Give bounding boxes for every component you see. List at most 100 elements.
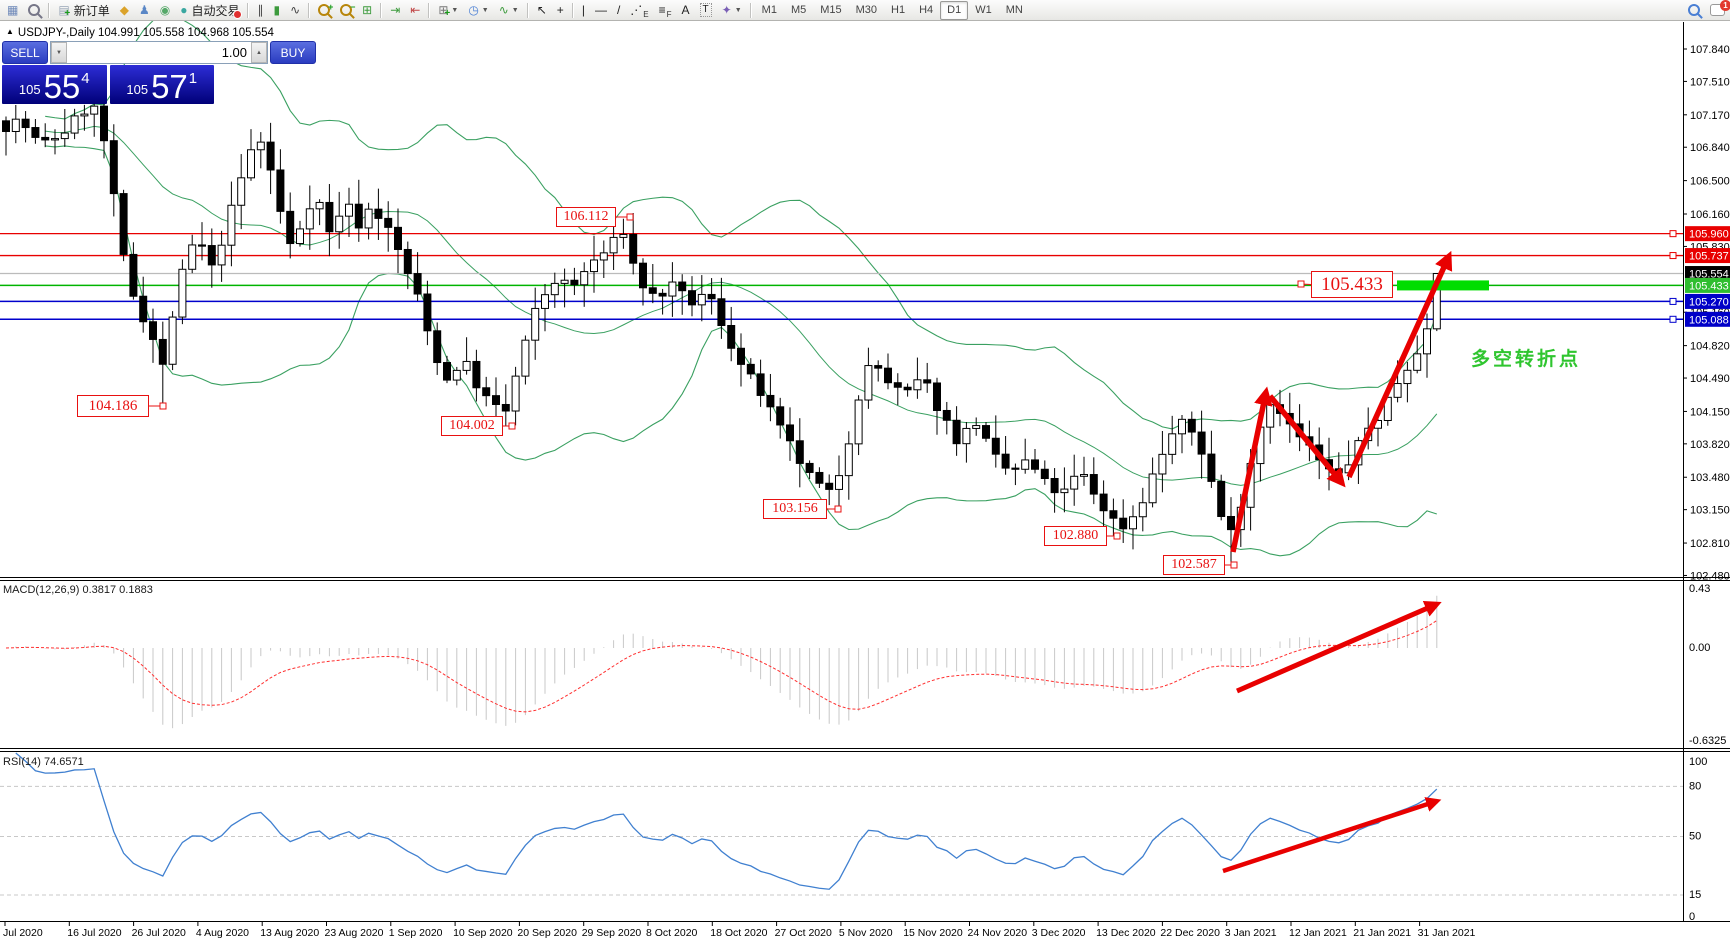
volume-control: ▼ ▲ — [50, 41, 268, 64]
price-axis[interactable]: 107.840 107.510 107.170 106.840 106.500 106.1… — [1683, 44, 1730, 923]
date-axis[interactable]: Jul 2020 16 Jul 2020 26 Jul 2020 4 Aug 2020… — [3, 922, 1476, 939]
bullish-candle — [70, 115, 79, 134]
bullish-candle — [531, 307, 540, 341]
equidistant-channel-icon[interactable]: ⋰ E — [630, 2, 649, 19]
bullish-candle — [972, 425, 981, 429]
navigator-icon[interactable]: ♟ — [138, 2, 150, 17]
chart-shift-icon[interactable]: ⇥ — [390, 2, 401, 17]
timeframe-button-h1[interactable]: H1 — [891, 3, 906, 16]
volume-decrease-button[interactable]: ▼ — [51, 42, 67, 63]
volume-increase-button[interactable]: ▲ — [251, 42, 267, 63]
sell-price-display[interactable]: 105 55 4 — [2, 65, 107, 104]
date-label: 4 Aug 2020 — [196, 927, 249, 939]
zoom-in-icon[interactable]: + — [313, 0, 335, 21]
candlestick-chart-icon[interactable]: ▮ — [273, 2, 281, 17]
bullish-candle — [217, 244, 226, 266]
bollinger-middle-band — [45, 125, 1438, 486]
text-icon[interactable]: A — [681, 2, 690, 17]
price-annotation-102.587[interactable]: 102.587 — [1163, 555, 1225, 575]
line-chart-icon[interactable]: ∿ — [290, 2, 301, 17]
timeframe-button-m15[interactable]: M15 — [820, 3, 842, 16]
trendline-icon[interactable]: / — [616, 2, 621, 17]
green-level-marker[interactable] — [1397, 280, 1489, 291]
turning-point-annotation[interactable]: 多空转折点 — [1471, 349, 1582, 370]
bullish-candle — [1266, 404, 1275, 428]
bearish-candle — [1040, 468, 1049, 480]
bullish-candle — [854, 399, 863, 445]
price-annotation-104.186[interactable]: 104.186 — [77, 395, 149, 417]
price-chart-canvas[interactable]: 107.840 107.510 107.170 106.840 106.500 106.1… — [0, 21, 1730, 943]
bar-chart-icon[interactable]: ∥ — [257, 2, 264, 17]
sell-button[interactable]: SELL — [2, 41, 48, 64]
chart-window-icon[interactable]: ▦ — [7, 2, 19, 17]
timeframe-button-h4[interactable]: H4 — [919, 3, 934, 16]
tile-windows-icon[interactable]: ⊞ — [362, 2, 373, 17]
fibonacci-icon[interactable]: ≡ F — [658, 2, 672, 19]
sell-price-point: 4 — [81, 70, 90, 87]
new-chart-icon[interactable]: ⊞ + ▼ — [438, 2, 459, 19]
volume-input[interactable] — [67, 42, 251, 63]
arrows-icon[interactable]: ✦ ▼ — [721, 2, 742, 17]
macd-indicator-label: MACD(12,26,9) 0.3817 0.1883 — [3, 584, 153, 596]
buy-price-bigfigure: 105 — [126, 82, 149, 97]
rsi-axis-label: 80 — [1689, 780, 1701, 792]
crosshair-icon[interactable]: + — [556, 2, 564, 17]
trend-arrow[interactable] — [1267, 394, 1346, 488]
date-label: 13 Aug 2020 — [260, 927, 319, 939]
vertical-line-icon[interactable]: | — [581, 2, 585, 17]
timeframe-button-m30[interactable]: M30 — [855, 3, 878, 16]
bearish-candle — [737, 347, 745, 365]
new-order-icon[interactable]: ▤ + 新订单 — [58, 2, 110, 19]
bearish-candle — [776, 406, 785, 426]
trend-arrow[interactable] — [1230, 386, 1273, 553]
price-annotation-104.002[interactable]: 104.002 — [441, 416, 503, 436]
zoom-out-icon[interactable]: − — [335, 0, 357, 21]
price-annotation-106.112[interactable]: 106.112 — [556, 207, 616, 227]
market-watch-icon[interactable]: ◆ — [119, 2, 129, 17]
buy-button[interactable]: BUY — [270, 41, 316, 64]
rsi-trend-arrow[interactable] — [1222, 797, 1442, 874]
buy-price-display[interactable]: 105 57 1 — [109, 65, 214, 104]
line-handle[interactable] — [1669, 315, 1677, 323]
price-annotation-103.156[interactable]: 103.156 — [763, 499, 827, 519]
timeframe-button-m1[interactable]: M1 — [761, 3, 777, 16]
timeframe-button-mn[interactable]: MN — [1005, 3, 1023, 16]
print-preview-icon[interactable] — [23, 0, 45, 21]
chat-icon[interactable]: 1 — [1705, 0, 1730, 21]
line-handle[interactable] — [1669, 297, 1677, 305]
profiles-icon[interactable]: ◷ ▼ — [468, 2, 489, 17]
timeframe-button-w1[interactable]: W1 — [975, 3, 992, 16]
timeframe-button-d1[interactable]: D1 — [940, 0, 969, 20]
text-label-icon[interactable]: T — [695, 0, 717, 21]
line-handle[interactable] — [1669, 230, 1677, 238]
annotation-anchor — [626, 213, 634, 221]
price-tick-label: 106.500 — [1690, 176, 1730, 188]
bearish-candle — [423, 293, 432, 332]
bearish-candle — [639, 262, 647, 289]
trend-arrow[interactable] — [1346, 250, 1453, 479]
indicators-icon[interactable]: ∿ ▼ — [498, 2, 519, 17]
horizontal-line-icon[interactable]: — — [594, 2, 607, 17]
auto-scroll-icon[interactable]: ⇤ — [410, 2, 421, 17]
toolbar: ▦ ▤ + 新订单 ◆ ♟ ◉ ● 自动交易 ∥ ▮ ∿ + − ⊞ ⇥ ⇤ ⊞ + ▼ ◷ ▼ ∿ ▼ ↖ + | — / ⋰ E ≡ F A T… — [0, 0, 1730, 21]
bearish-candle — [394, 226, 402, 250]
timeframe-button-m5[interactable]: M5 — [790, 3, 807, 16]
bullish-candle — [1080, 474, 1088, 477]
bearish-candle — [286, 210, 295, 245]
annotation-anchor — [1113, 532, 1121, 540]
price-annotation-105.433[interactable]: 105.433 — [1311, 271, 1393, 298]
autotrading-icon[interactable]: ● 自动交易 — [175, 0, 244, 21]
mql5-community-icon[interactable]: ◉ — [159, 2, 171, 17]
date-label: 26 Jul 2020 — [132, 927, 186, 939]
search-icon[interactable] — [1683, 0, 1705, 21]
macd-trend-arrow[interactable] — [1236, 600, 1442, 694]
bullish-candle — [1423, 328, 1431, 355]
bearish-candle — [1089, 474, 1098, 495]
bullish-candle — [550, 282, 559, 296]
line-handle[interactable] — [1669, 252, 1677, 260]
price-annotation-102.880[interactable]: 102.880 — [1044, 526, 1107, 546]
bullish-candle — [1138, 502, 1147, 518]
bullish-candle — [864, 365, 873, 401]
cursor-icon[interactable]: ↖ — [536, 2, 547, 17]
bearish-candle — [825, 482, 834, 490]
